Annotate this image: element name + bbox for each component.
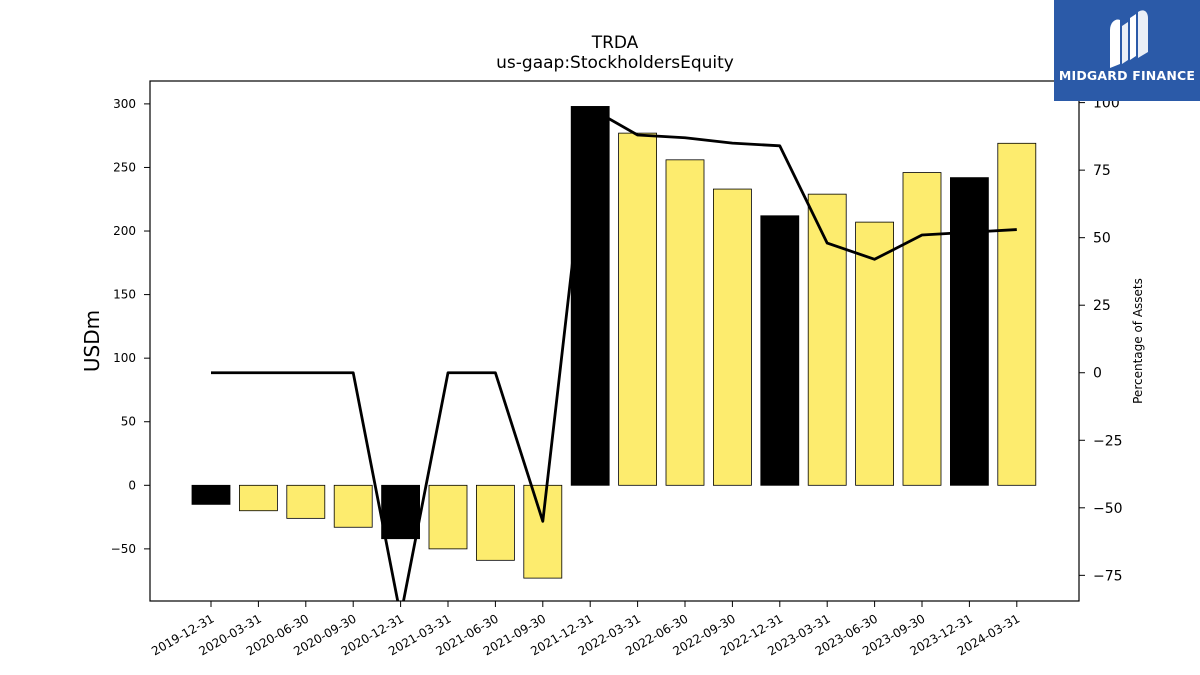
plot-area: −50050100150200250300−75−50−250255075100…	[111, 80, 1123, 658]
bar-2021-09-30	[523, 484, 563, 579]
y-tick-label: 100	[113, 351, 136, 365]
chart-subtitle: us-gaap:StockholdersEquity	[496, 53, 734, 73]
y-tick-label: 250	[113, 160, 136, 174]
bar-2020-09-30	[333, 484, 373, 528]
percentage-line	[211, 106, 1017, 601]
y2-tick-label: 25	[1093, 298, 1111, 314]
bar-2022-06-30	[665, 159, 705, 486]
bar-2023-03-31	[807, 193, 847, 486]
bar-2020-06-30	[286, 484, 326, 519]
bar-2020-03-31	[238, 484, 278, 512]
bar-2024-03-31	[997, 142, 1037, 486]
logo-text: MIDGARD FINANCE	[1058, 68, 1196, 83]
y-tick-label: −50	[111, 542, 136, 556]
y-axis-label: USDm	[80, 310, 104, 372]
bar-2022-09-30	[713, 188, 752, 486]
midgard-logo-icon	[1110, 10, 1148, 68]
y2-tick-label: −25	[1093, 433, 1123, 449]
bar-2023-09-30	[902, 172, 942, 486]
bar-2020-12-31	[381, 484, 421, 540]
bar-2022-12-31	[760, 215, 800, 486]
bar-2021-03-31	[428, 484, 468, 550]
logo: MIDGARD FINANCE	[1054, 0, 1200, 101]
y-tick-label: 50	[121, 415, 136, 429]
y2-tick-label: −75	[1093, 568, 1123, 584]
y2-tick-label: 0	[1093, 366, 1102, 382]
bar-2023-06-30	[855, 221, 894, 486]
y2-tick-label: −50	[1093, 501, 1123, 517]
plot-frame	[149, 80, 1080, 602]
bar-2019-12-31	[191, 484, 231, 505]
y2-tick-label: 75	[1093, 163, 1111, 179]
y-tick-label: 300	[113, 97, 136, 111]
y2-tick-label: 50	[1093, 231, 1111, 247]
y2-axis-label: Percentage of Assets	[1131, 278, 1145, 404]
chart-title: TRDA	[591, 33, 639, 53]
bar-2021-12-31	[570, 106, 610, 486]
bar-2022-03-31	[618, 132, 657, 486]
y-tick-label: 0	[128, 478, 136, 492]
y-tick-label: 200	[113, 224, 136, 238]
bar-2023-12-31	[950, 177, 989, 486]
y-tick-label: 150	[113, 288, 136, 302]
bar-2021-06-30	[475, 484, 515, 561]
